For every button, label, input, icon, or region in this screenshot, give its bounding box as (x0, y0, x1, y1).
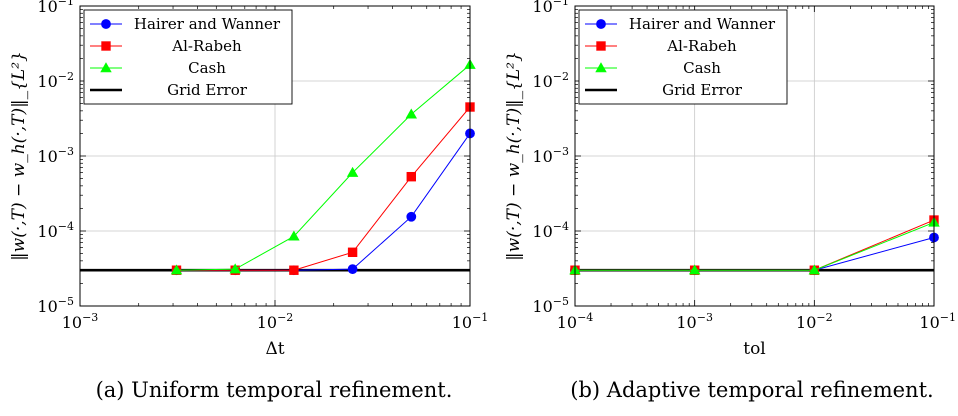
y-tick-label: 10−1 (37, 0, 74, 16)
series-al-rabeh (570, 215, 939, 275)
legend-marker (100, 62, 112, 73)
y-tick-label: 10−2 (37, 70, 74, 91)
x-tick-label: 10−4 (557, 311, 594, 332)
data-point (406, 171, 416, 182)
x-tick-label: 10−1 (452, 311, 489, 332)
series-line (176, 133, 471, 271)
figure-caption: (a) Uniform temporal refinement. (96, 378, 453, 402)
legend-box (83, 9, 293, 105)
series-line (176, 106, 471, 271)
data-point (346, 166, 359, 177)
y-tick-label: 10−2 (532, 70, 569, 91)
x-tick-label: 10−3 (62, 311, 99, 332)
legend-label: Al-Rabeh (666, 37, 737, 55)
legend-marker (596, 41, 606, 51)
y-tick-label: 10−4 (532, 220, 569, 241)
legend-label: Cash (683, 59, 721, 77)
y-tick-label: 10−5 (37, 295, 74, 316)
series-line (575, 221, 935, 271)
x-tick-label: 10−2 (257, 311, 294, 332)
data-point (347, 264, 358, 275)
legend: Hairer and Wanner Al-Rabeh Cash Grid Error (578, 9, 788, 105)
series-line (176, 64, 471, 271)
data-point (406, 211, 417, 222)
legend-label: Grid Error (662, 81, 743, 99)
series-line (575, 219, 935, 271)
legend-box (578, 9, 788, 105)
data-point (170, 264, 183, 275)
legend: Hairer and Wanner Al-Rabeh Cash Grid Error (83, 9, 293, 105)
data-point (229, 263, 241, 274)
x-tick-label: 10−1 (919, 311, 956, 332)
series-cash (170, 58, 476, 275)
data-point (688, 264, 701, 275)
series-hairer-and-wanner (570, 232, 939, 276)
x-axis-label: tol (743, 339, 766, 359)
chart-uniform-refinement: 10−3 10−2 10−1 10−5 10−4 10−3 10−2 10−1 Δt ‖w(·,T… (9, 0, 488, 402)
legend-label: Cash (188, 59, 226, 77)
y-tick-label: 10−4 (37, 220, 74, 241)
data-point (288, 230, 300, 241)
chart-adaptive-refinement: 10−4 10−3 10−2 10−110−510−410−310−210−1tol‖… (504, 0, 956, 402)
y-axis-label: ‖w(·,T) − w_h(·,T)‖_{L²} (504, 51, 524, 261)
y-tick-label: 10−3 (532, 145, 569, 166)
series-al-rabeh (171, 102, 475, 275)
legend-label: Hairer and Wanner (134, 15, 281, 33)
legend-marker (101, 19, 111, 29)
data-point (808, 264, 821, 275)
legend-label: Hairer and Wanner (629, 15, 776, 33)
data-point (289, 265, 299, 275)
series-hairer-and-wanner (171, 128, 475, 276)
y-tick-label: 10−3 (37, 145, 74, 166)
series-cash (569, 216, 940, 275)
legend-marker (596, 19, 606, 29)
y-tick-label: 10−5 (532, 295, 569, 316)
figure-caption: (b) Adaptive temporal refinement. (570, 378, 933, 402)
data-point (405, 108, 418, 119)
x-axis-label: Δt (265, 339, 284, 359)
legend-marker (101, 41, 111, 51)
data-point (347, 247, 358, 257)
y-axis-label: ‖w(·,T) − w_h(·,T)‖_{L²} (9, 51, 29, 261)
legend-label: Grid Error (167, 81, 248, 99)
x-tick-label: 10−2 (796, 311, 833, 332)
legend-marker (595, 62, 607, 73)
legend-label: Al-Rabeh (171, 37, 242, 55)
y-tick-label: 10−1 (532, 0, 569, 16)
x-tick-label: 10−3 (676, 311, 713, 332)
